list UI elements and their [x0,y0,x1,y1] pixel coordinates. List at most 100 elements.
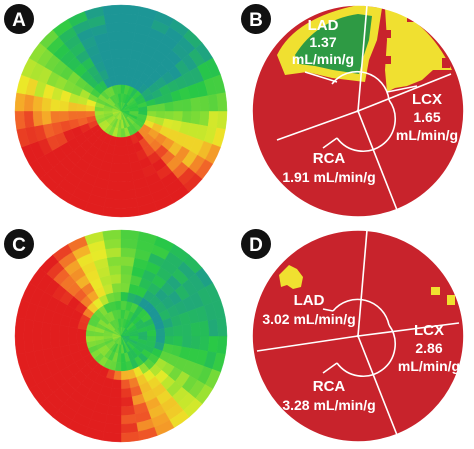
polar-map-cell [120,265,134,276]
polar-map-cell [110,387,122,399]
polar-map-cell [199,335,210,352]
polar-map-cell [23,318,35,337]
polar-map-cell [105,247,122,258]
polar-map-cell [32,110,43,127]
polar-map-cell [105,189,122,200]
svg-text:1.65: 1.65 [413,109,440,125]
polar-map-cell [120,4,140,16]
svg-text:LCX: LCX [412,91,442,108]
svg-text:A: A [12,10,26,31]
polar-map-cell [120,40,134,51]
apex-dot [356,109,360,113]
panel-letter-badge: C [4,229,34,259]
polar-map-cell [41,335,52,351]
polar-map-cell [120,422,139,434]
polar-map-cell [120,370,129,381]
polar-map-cell [207,93,219,112]
polar-map-cell [108,265,122,276]
svg-text:D: D [249,235,263,256]
polar-map-cell [103,197,122,209]
lad-label: LAD 3.02 mL/min/g [262,292,355,327]
svg-text:mL/min/g: mL/min/g [292,51,354,67]
polar-map-cell [67,110,78,121]
polar-map-cell [113,66,122,77]
panel-letter-badge: D [241,229,271,259]
polar-map-cell [58,110,70,122]
polar-map-cell [76,110,87,119]
svg-text:1.91 mL/min/g: 1.91 mL/min/g [282,169,375,185]
svg-text:C: C [12,235,26,256]
polar-map-cell [199,320,210,337]
polar-map-cell [102,229,122,241]
polar-map-cell [111,57,122,68]
polar-map-cell [120,405,136,416]
panel-letter-badge: A [4,4,34,34]
polar-map-cell [14,317,26,337]
polar-map-cell [113,291,122,302]
polar-map-cell [155,103,166,112]
polar-map-panel-c: C [0,225,237,449]
polar-map-cell [23,335,35,354]
polar-map-cell [190,96,201,112]
polar-map-cell [102,206,122,218]
svg-text:B: B [249,10,263,31]
svg-text:LAD: LAD [294,292,325,309]
polar-map-cell [216,110,228,130]
polar-map-cell [50,323,61,337]
polar-map-cell [172,325,184,337]
defect-area [279,265,455,305]
polar-map-cell [106,405,122,416]
polar-map-cell [76,335,87,344]
polar-map-cell [106,180,122,191]
polar-map-cell [120,387,132,399]
panel-letter-badge: B [241,4,271,34]
territory-map-panel-d: LAD 3.02 mL/min/g LCX 2.86 mL/min/g RCA … [237,225,474,449]
rca-label: RCA 1.91 mL/min/g [282,150,375,185]
polar-map-cell [106,256,122,267]
polar-map-cell [67,335,78,346]
polar-map-cell [216,92,228,112]
polar-map-cell [120,256,136,267]
polar-map-cell [190,335,201,351]
lcx-label: LCX 1.65 mL/min/g [396,91,458,143]
polar-map-cell [190,321,201,337]
polar-map-cell [164,101,175,112]
polar-map-cell [120,154,131,165]
polar-map-cell [207,318,219,337]
polar-map-cell [199,95,210,112]
svg-text:3.02 mL/min/g: 3.02 mL/min/g [262,311,355,327]
polar-map-cell [155,328,166,337]
polar-map [14,229,228,443]
polar-map-cell [172,110,184,122]
polar-map-cell [199,110,210,127]
polar-map-cell [207,335,219,354]
polar-map-cell [14,92,26,112]
polar-map-cell [23,93,35,112]
polar-map-cell [58,335,70,347]
polar-map [14,4,228,218]
polar-map-cell [216,335,228,355]
polar-map-cell [105,414,122,425]
polar-map-cell [41,321,52,337]
polar-map-cell [120,31,136,42]
polar-map-cell [120,48,132,60]
polar-map-cell [106,31,122,42]
polar-map-cell [120,162,132,174]
polar-map-cell [32,95,43,112]
svg-text:LAD: LAD [308,17,339,34]
polar-map-cell [181,323,192,337]
svg-text:3.28 mL/min/g: 3.28 mL/min/g [282,397,375,413]
polar-map-cell [181,110,192,124]
polar-map-cell [50,98,61,112]
svg-text:mL/min/g: mL/min/g [396,127,458,143]
polar-map-cell [32,320,43,337]
polar-map-cell [164,326,175,337]
territory-map-panel-b: LAD 1.37 mL/min/g LCX 1.65 mL/min/g RCA … [237,0,474,224]
polar-map-cell [110,48,122,60]
svg-text:mL/min/g: mL/min/g [398,358,460,374]
polar-map-cell [110,273,122,285]
polar-map-cell [120,171,134,182]
apex-dot [356,334,360,338]
polar-map-panel-a: A [0,0,237,224]
polar-map-cell [50,335,61,349]
